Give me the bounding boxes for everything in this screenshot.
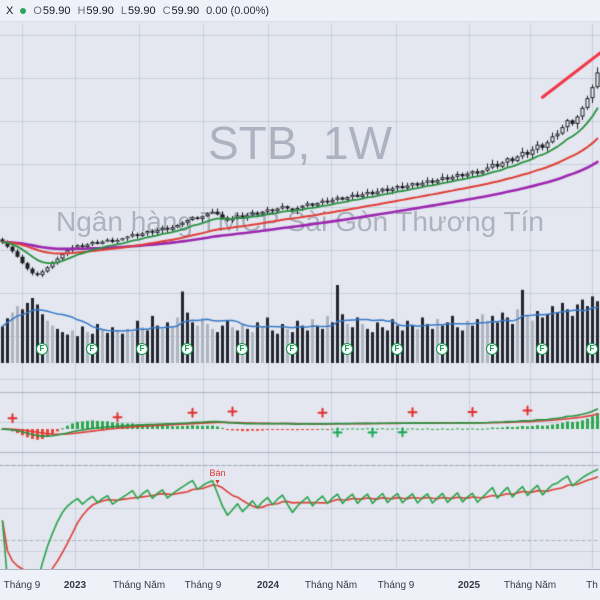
ohlc-open: O 59.90	[33, 5, 70, 17]
market-status-dot	[20, 7, 27, 14]
ohlc-high: H 59.90	[77, 5, 113, 17]
financial-report-marker[interactable]: F	[36, 343, 48, 355]
open-value: 59.90	[42, 4, 71, 17]
time-axis-label: Tháng Năm	[304, 580, 358, 591]
close-prefix: C	[162, 4, 171, 17]
financial-report-marker[interactable]: F	[286, 343, 298, 355]
time-axis-label: 2025	[457, 580, 481, 591]
time-axis[interactable]: Tháng 9 2023 Tháng Năm Tháng 9 2024 Tháng Năm…	[0, 569, 600, 600]
high-value: 59.90	[86, 4, 114, 17]
low-value: 59.90	[128, 4, 156, 17]
financial-report-marker[interactable]: F	[236, 343, 248, 355]
financial-report-marker[interactable]: F	[136, 343, 148, 355]
time-axis-label: Tháng Năm	[112, 580, 166, 591]
time-axis-label: Th	[586, 580, 598, 591]
symbol-fragment[interactable]: X	[6, 4, 14, 17]
financial-report-marker[interactable]: F	[391, 343, 403, 355]
time-axis-label: Tháng Năm	[503, 580, 557, 591]
financial-report-marker[interactable]: F	[536, 343, 548, 355]
close-value: 59.90	[171, 4, 200, 17]
time-axis-label: 2024	[256, 580, 280, 591]
financial-report-marker[interactable]: F	[436, 343, 448, 355]
change-value: 0.00 (0.00%)	[206, 4, 270, 17]
sell-signal-arrow-icon: ▼	[214, 478, 221, 486]
time-axis-label: 2023	[63, 580, 87, 591]
high-prefix: H	[77, 4, 86, 17]
time-axis-label: Tháng 9	[3, 580, 41, 591]
financial-report-marker[interactable]: F	[341, 343, 353, 355]
sell-signal-label: Bán	[209, 468, 226, 478]
financial-report-marker[interactable]: F	[586, 343, 598, 355]
financial-report-marker[interactable]: F	[86, 343, 98, 355]
ohlc-low: L 59.90	[121, 5, 156, 17]
low-prefix: L	[120, 4, 128, 17]
sell-signal-marker: Bán ▼	[209, 468, 226, 487]
symbol-info-bar: X O 59.90 H 59.90 L 59.90 C 59.90 0.00 (…	[0, 0, 600, 22]
open-prefix: O	[33, 4, 42, 17]
financial-report-marker[interactable]: F	[181, 343, 193, 355]
financial-report-marker[interactable]: F	[486, 343, 498, 355]
time-axis-label: Tháng 9	[184, 580, 222, 591]
time-axis-label: Tháng 9	[377, 580, 415, 591]
ohlc-close: C 59.90	[163, 5, 199, 17]
